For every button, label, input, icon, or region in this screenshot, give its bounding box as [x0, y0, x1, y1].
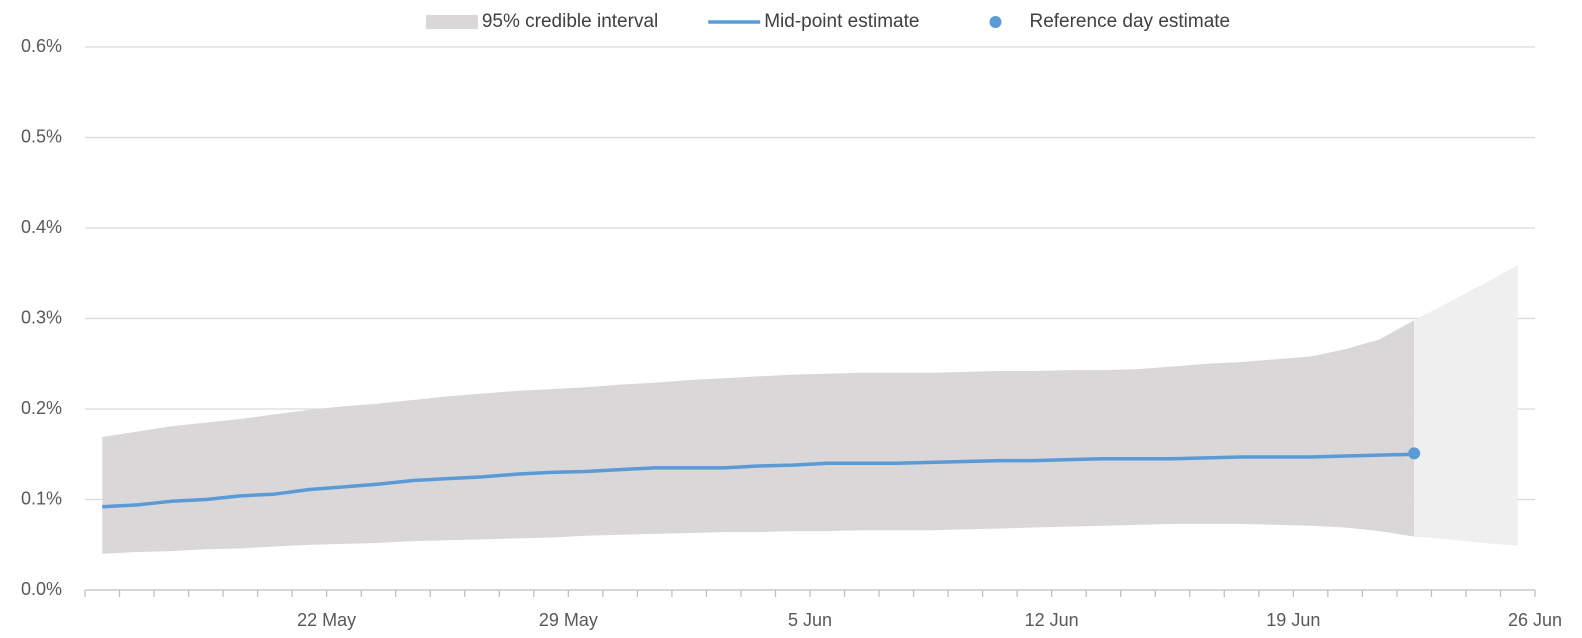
legend-label: Mid-point estimate [764, 11, 919, 32]
legend-swatch [989, 16, 1002, 28]
plot-area [102, 265, 1518, 554]
legend-swatch [425, 15, 478, 29]
y-tick-label: 0.2% [21, 398, 62, 418]
x-tick-label: 12 Jun [1025, 610, 1079, 630]
x-tick-label: 29 May [539, 610, 598, 630]
x-tick-label: 22 May [297, 610, 356, 630]
mid-line [102, 452, 1415, 509]
x-tick-label: 19 Jun [1266, 610, 1320, 630]
y-tick-label: 0.0% [21, 579, 62, 599]
axes: 0.0% 0.1% 0.2% 0.3% 0.4% 0.5% 0.6% 22 May 29 May… [21, 36, 1562, 630]
legend-label: 95% credible interval [482, 11, 658, 32]
y-tick-label: 0.4% [21, 217, 62, 237]
y-tick-label: 0.6% [21, 36, 62, 56]
legend: 95% credible interval Mid-point estimate R… [425, 11, 1230, 32]
y-tick-label: 0.5% [21, 126, 62, 146]
interval-band [1414, 265, 1518, 546]
reference-point [1408, 447, 1421, 460]
y-tick-label: 0.3% [21, 307, 62, 327]
legend-label: Reference day estimate [1029, 11, 1230, 32]
x-tick-label: 26 Jun [1508, 610, 1562, 630]
interval-band [102, 320, 1415, 554]
y-tick-label: 0.1% [21, 488, 62, 508]
x-tick-label: 5 Jun [788, 610, 832, 630]
